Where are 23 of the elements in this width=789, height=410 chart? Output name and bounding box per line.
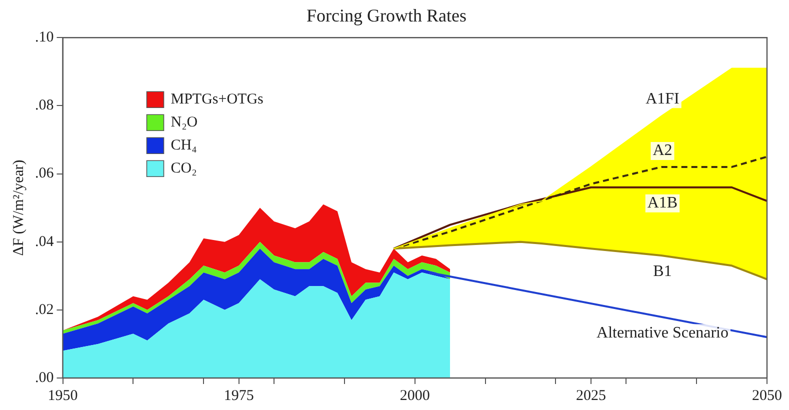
line-series bbox=[392, 156, 767, 250]
y-tick-label: .06 bbox=[35, 166, 54, 182]
y-tick-label: .00 bbox=[35, 370, 54, 386]
x-tick-label: 2025 bbox=[576, 388, 606, 404]
y-tick-label: .10 bbox=[35, 30, 54, 46]
series-label: A1FI bbox=[646, 90, 680, 108]
series-label: B1 bbox=[653, 262, 672, 280]
x-tick-label: 1975 bbox=[224, 388, 254, 404]
series-label: Alternative Scenario bbox=[596, 324, 728, 342]
y-tick-label: .04 bbox=[35, 234, 54, 250]
series-label: A1B bbox=[647, 194, 678, 212]
legend-label: CO₂ bbox=[170, 160, 197, 177]
x-tick-label: 2000 bbox=[400, 388, 430, 404]
legend-label: N₂O bbox=[170, 114, 198, 131]
y-tick-label: .08 bbox=[35, 98, 54, 114]
x-tick-label: 2050 bbox=[752, 388, 782, 404]
y-axis-title: ΔF (W/m²/year) bbox=[10, 160, 27, 256]
legend-label: CH₄ bbox=[170, 138, 197, 154]
x-tick-label: 1950 bbox=[48, 388, 78, 404]
legend-label: MPTGs+OTGs bbox=[170, 92, 264, 108]
y-tick-label: .02 bbox=[35, 302, 54, 318]
chart-title: Forcing Growth Rates bbox=[306, 6, 466, 26]
series-label: A2 bbox=[652, 142, 672, 160]
